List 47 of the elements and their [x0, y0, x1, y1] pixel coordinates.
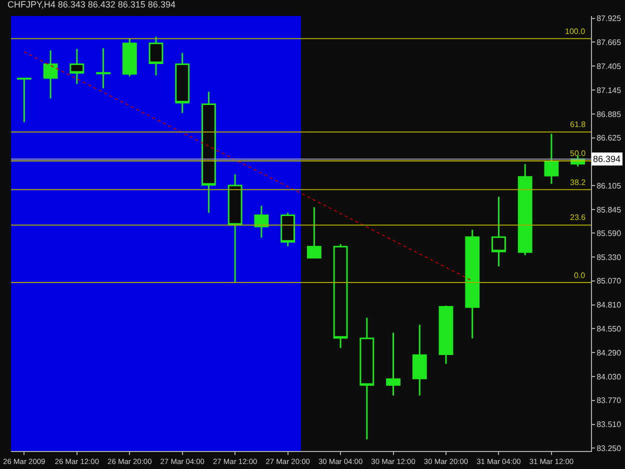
candlestick — [254, 204, 269, 238]
y-tick-label: 87.145 — [596, 86, 622, 95]
candlestick — [360, 316, 374, 440]
annotation: 0.0 — [574, 271, 586, 280]
candlestick — [280, 212, 296, 248]
candlestick — [465, 228, 480, 340]
annotation: 50.0 — [570, 149, 586, 158]
y-tick-label: 85.590 — [596, 228, 622, 238]
y-tick-label: 87.925 — [596, 14, 622, 24]
candlestick — [122, 38, 137, 78]
candlestick — [175, 52, 190, 114]
y-tick-label: 85.845 — [596, 205, 622, 214]
y-tick-label: 84.810 — [596, 300, 622, 310]
candlestick — [492, 196, 506, 268]
candlestick — [228, 174, 242, 284]
annotation: 61.8 — [570, 120, 586, 129]
y-tick-label: 87.405 — [596, 62, 622, 71]
ref-line-label: 86.394 — [593, 154, 621, 164]
y-tick-label: 85.070 — [596, 276, 622, 286]
y-tick-label: 85.330 — [596, 252, 622, 262]
annotation: 100.0 — [565, 27, 586, 36]
candlestick — [148, 36, 164, 76]
candlestick — [518, 163, 532, 256]
candlestick — [333, 243, 348, 349]
y-tick-label: 84.550 — [596, 324, 622, 334]
candlestick — [438, 305, 454, 365]
candlestick — [96, 47, 110, 90]
annotation: 23.6 — [570, 213, 586, 222]
y-tick-label: 84.290 — [596, 348, 622, 358]
y-tick-label: 87.665 — [596, 38, 622, 48]
y-tick-label: 83.510 — [596, 420, 622, 430]
y-tick-label: 83.250 — [596, 444, 622, 454]
y-tick-label: 84.030 — [596, 372, 622, 382]
candlestick — [16, 77, 32, 123]
y-tick-label: 83.770 — [596, 396, 622, 406]
y-tick-label: 86.105 — [596, 181, 622, 190]
candlestick — [70, 48, 84, 85]
y-tick-label: 86.625 — [596, 134, 622, 143]
candlestick — [544, 132, 559, 185]
candlestick — [386, 332, 400, 396]
candlestick — [412, 324, 427, 396]
y-tick-label: 86.885 — [596, 110, 622, 119]
annotation: 38.2 — [570, 178, 586, 187]
candlestick — [43, 50, 58, 100]
candlestick — [306, 206, 322, 259]
chart-title: CHFJPY,H4 86.343 86.432 86.315 86.394 — [8, 0, 176, 10]
candlestick — [202, 90, 216, 214]
